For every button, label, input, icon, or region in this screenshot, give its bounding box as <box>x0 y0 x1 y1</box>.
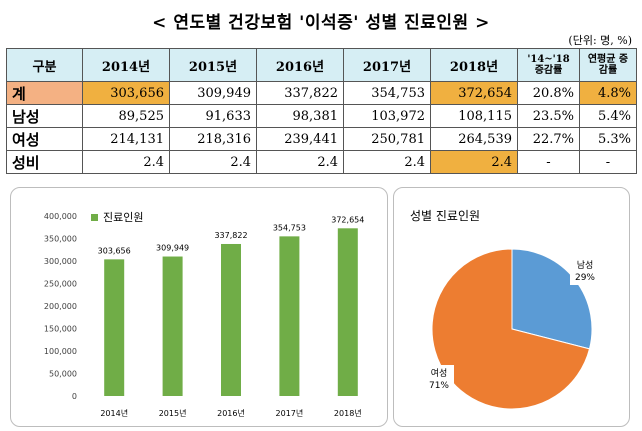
bar <box>337 228 358 396</box>
bar <box>279 236 300 396</box>
table-header-row: 구분 2014년 2015년 2016년 2017년 2018년 '14~'18… <box>6 48 637 82</box>
header-cell: 2018년 <box>430 48 518 82</box>
table-cell: 264,539 <box>430 127 518 151</box>
table-cell: 89,525 <box>82 104 170 128</box>
y-tick-label: 150,000 <box>44 325 77 334</box>
table-cell: 108,115 <box>430 104 518 128</box>
table-cell: 354,753 <box>343 81 431 105</box>
pie-label-box <box>570 257 600 285</box>
table-row: 여성 214,131 218,316 239,441 250,781 264,5… <box>6 127 637 151</box>
header-cell: 구분 <box>6 48 83 82</box>
table-cell: 2.4 <box>430 150 518 174</box>
table-row: 계 303,656 309,949 337,822 354,753 372,65… <box>6 81 637 105</box>
page-title: < 연도별 건강보험 '이석증' 성별 진료인원 > <box>152 13 490 33</box>
data-label: 354,753 <box>273 223 306 232</box>
table-cell: 309,949 <box>169 81 257 105</box>
x-tick-label: 2017년 <box>276 408 304 418</box>
table-cell: 218,316 <box>169 127 257 151</box>
table-cell: 337,822 <box>256 81 344 105</box>
table-cell: 23.5% <box>517 104 580 128</box>
x-tick-label: 2018년 <box>334 408 362 418</box>
header-cell: 2017년 <box>343 48 431 82</box>
table-cell: 2.4 <box>82 150 170 174</box>
bar <box>162 256 183 396</box>
y-tick-label: 250,000 <box>44 280 77 289</box>
pie-title: 성별 진료인원 <box>410 209 480 223</box>
table-row: 남성 89,525 91,633 98,381 103,972 108,115 … <box>6 104 637 128</box>
row-label: 계 <box>6 81 83 105</box>
header-cell: 2015년 <box>169 48 257 82</box>
bar-chart-panel: 0 50,000 100,000 150,000 200,000 250,000 300,0… <box>10 187 388 427</box>
header-cell: 2016년 <box>256 48 344 82</box>
bar <box>104 259 125 396</box>
data-label: 309,949 <box>156 244 189 253</box>
table-cell: 5.4% <box>579 104 637 128</box>
row-label: 남성 <box>6 104 83 128</box>
data-label: 303,656 <box>98 246 131 255</box>
table-cell: 214,131 <box>82 127 170 151</box>
legend-swatch <box>91 214 98 221</box>
table-cell: 2.4 <box>169 150 257 174</box>
table-cell: 372,654 <box>430 81 518 105</box>
table-cell: 239,441 <box>256 127 344 151</box>
data-label: 372,654 <box>331 215 364 224</box>
y-tick-label: 0 <box>72 392 77 401</box>
y-tick-label: 50,000 <box>49 370 77 379</box>
header-cell: 연평균 증감률 <box>579 48 637 82</box>
table-cell: 91,633 <box>169 104 257 128</box>
y-tick-label: 200,000 <box>44 302 77 311</box>
summary-table: 구분 2014년 2015년 2016년 2017년 2018년 '14~'18… <box>6 48 637 174</box>
pie-label: 남성 <box>577 260 594 271</box>
legend-label: 진료인원 <box>103 211 143 224</box>
table-cell: 250,781 <box>343 127 431 151</box>
table-cell: 2.4 <box>343 150 431 174</box>
unit-label: (단위: 명, %) <box>568 34 632 47</box>
table-cell: 303,656 <box>82 81 170 105</box>
pie-label: 여성 <box>431 367 448 379</box>
row-label: 성비 <box>6 150 83 174</box>
pie-label-box <box>424 365 454 393</box>
table-cell: 4.8% <box>579 81 637 105</box>
table-cell: 103,972 <box>343 104 431 128</box>
table-cell: 2.4 <box>256 150 344 174</box>
table-cell: 5.3% <box>579 127 637 151</box>
header-cell: 2014년 <box>82 48 170 82</box>
table-cell: - <box>579 150 637 174</box>
pie-value-label: 29% <box>575 273 595 283</box>
data-label: 337,822 <box>214 231 247 240</box>
y-tick-label: 350,000 <box>44 235 77 244</box>
x-tick-label: 2014년 <box>100 408 128 418</box>
y-tick-label: 300,000 <box>44 257 77 266</box>
table-cell: 98,381 <box>256 104 344 128</box>
y-tick-label: 400,000 <box>44 212 77 221</box>
table-cell: - <box>517 150 580 174</box>
table-row: 성비 2.4 2.4 2.4 2.4 2.4 - - <box>6 150 637 174</box>
row-label: 여성 <box>6 127 83 151</box>
table-cell: 20.8% <box>517 81 580 105</box>
table-cell: 22.7% <box>517 127 580 151</box>
bar-chart: 0 50,000 100,000 150,000 200,000 250,000 300,0… <box>44 211 364 418</box>
pie-value-label: 71% <box>429 381 449 391</box>
x-tick-label: 2015년 <box>159 408 187 418</box>
y-tick-label: 100,000 <box>44 347 77 356</box>
bar <box>221 243 241 396</box>
header-cell: '14~'18 증감률 <box>517 48 580 82</box>
x-tick-label: 2016년 <box>217 408 245 418</box>
